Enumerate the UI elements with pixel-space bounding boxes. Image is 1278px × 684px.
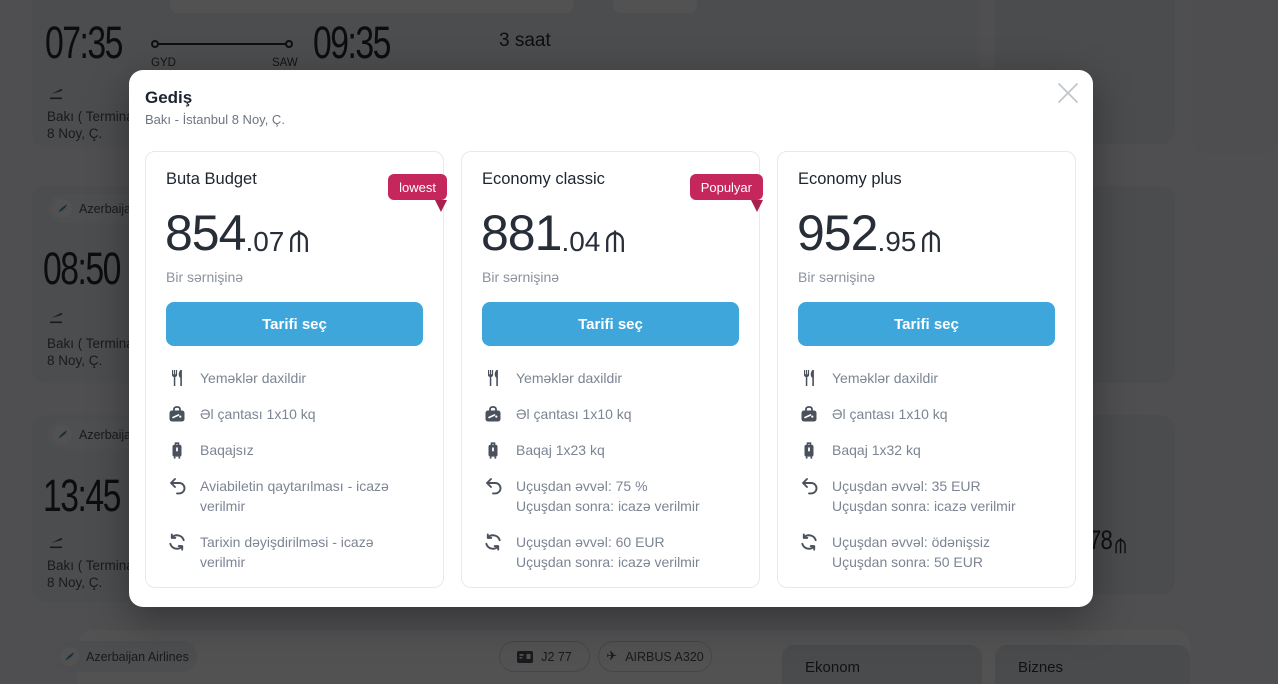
fare-card-buta-budget[interactable]: Buta Budget lowest 854.07 Bir sərnişinə …: [145, 151, 447, 588]
feature-row: Aviabiletin qaytarılması - icazə verilmir: [167, 476, 433, 516]
manat-symbol-icon: [606, 230, 625, 252]
luggage-icon: [483, 440, 503, 460]
fare-features: Yeməklər daxildir Əl çantası 1x10 kq Baq…: [799, 368, 1065, 588]
badge-fold: [435, 200, 447, 212]
feature-row: Əl çantası 1x10 kq: [483, 404, 749, 424]
feature-row: Baqaj 1x32 kq: [799, 440, 1065, 460]
feature-row: Uçuşdan əvvəl: 35 EUR Uçuşdan sonra: icaz…: [799, 476, 1065, 516]
feature-row: Uçuşdan əvvəl: 60 EUR Uçuşdan sonra: icaz…: [483, 532, 749, 572]
close-button[interactable]: [1056, 81, 1080, 105]
manat-symbol-icon: [922, 230, 941, 252]
badge-fold: [751, 200, 763, 212]
refresh-icon: [483, 532, 503, 552]
select-fare-button[interactable]: Tarifi seç: [166, 302, 423, 346]
meal-icon: [167, 368, 187, 388]
fare-name: Economy classic: [482, 170, 605, 188]
handbag-icon: [483, 404, 503, 424]
feature-row: Baqajsız: [167, 440, 433, 460]
fare-price: 854.07: [165, 208, 311, 258]
fare-features: Yeməklər daxildir Əl çantası 1x10 kq Baq…: [167, 368, 433, 588]
fare-price: 881.04: [481, 208, 627, 258]
undo-icon: [483, 476, 503, 496]
per-passenger-label: Bir sərnişinə: [798, 269, 876, 285]
fare-features: Yeməklər daxildir Əl çantası 1x10 kq Baq…: [483, 368, 749, 588]
luggage-icon: [167, 440, 187, 460]
meal-icon: [483, 368, 503, 388]
fare-selection-modal: Gediş Bakı - İstanbul 8 Noy, Ç. Buta Bud…: [129, 70, 1093, 607]
refresh-icon: [799, 532, 819, 552]
per-passenger-label: Bir sərnişinə: [166, 269, 244, 285]
undo-icon: [167, 476, 187, 496]
meal-icon: [799, 368, 819, 388]
fare-badge: Populyar: [689, 174, 763, 212]
feature-row: Uçuşdan əvvəl: ödənişsiz Uçuşdan sonra: 5…: [799, 532, 1065, 572]
modal-subtitle: Bakı - İstanbul 8 Noy, Ç.: [145, 112, 285, 127]
fare-card-economy-classic[interactable]: Economy classic Populyar 881.04 Bir sərn…: [461, 151, 763, 588]
fare-card-economy-plus[interactable]: Economy plus 952.95 Bir sərnişinə Tarifi…: [777, 151, 1076, 588]
feature-row: Yeməklər daxildir: [167, 368, 433, 388]
feature-row: Yeməklər daxildir: [483, 368, 749, 388]
fare-name: Buta Budget: [166, 170, 257, 188]
select-fare-button[interactable]: Tarifi seç: [798, 302, 1055, 346]
feature-row: Uçuşdan əvvəl: 75 % Uçuşdan sonra: icazə …: [483, 476, 749, 516]
undo-icon: [799, 476, 819, 496]
select-fare-button[interactable]: Tarifi seç: [482, 302, 739, 346]
per-passenger-label: Bir sərnişinə: [482, 269, 560, 285]
feature-row: Əl çantası 1x10 kq: [799, 404, 1065, 424]
close-icon: [1058, 83, 1078, 103]
modal-title: Gediş: [145, 88, 193, 107]
refresh-icon: [167, 532, 187, 552]
manat-symbol-icon: [290, 230, 309, 252]
handbag-icon: [167, 404, 187, 424]
luggage-icon: [799, 440, 819, 460]
handbag-icon: [799, 404, 819, 424]
feature-row: Tarixin dəyişdirilməsi - icazə verilmir: [167, 532, 433, 572]
feature-row: Əl çantası 1x10 kq: [167, 404, 433, 424]
fare-price: 952.95: [797, 208, 943, 258]
fare-name: Economy plus: [798, 170, 902, 188]
feature-row: Yeməklər daxildir: [799, 368, 1065, 388]
fare-badge: lowest: [388, 174, 447, 212]
feature-row: Baqaj 1x23 kq: [483, 440, 749, 460]
